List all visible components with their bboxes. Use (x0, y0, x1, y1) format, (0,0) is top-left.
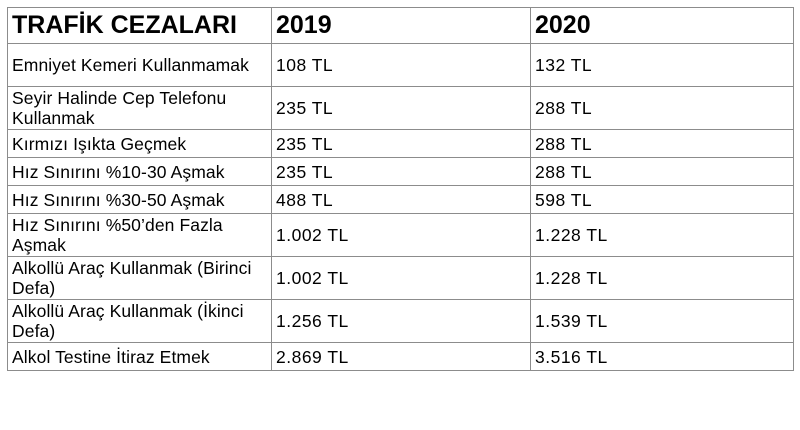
fine-2020: 1.228 TL (530, 213, 794, 257)
table-row: Kırmızı Işıkta Geçmek 235 TL 288 TL (7, 129, 794, 158)
fine-2020: 3.516 TL (530, 342, 794, 371)
fine-2020: 132 TL (530, 43, 794, 87)
fine-label: Emniyet Kemeri Kullanmamak (7, 43, 272, 87)
header-2019: 2019 (271, 7, 531, 44)
fine-label: Hız Sınırını %30-50 Aşmak (7, 185, 272, 214)
fine-2020: 288 TL (530, 129, 794, 158)
fine-2019: 488 TL (271, 185, 531, 214)
fine-2020: 598 TL (530, 185, 794, 214)
fine-label: Hız Sınırını %50’den Fazla Aşmak (7, 213, 272, 257)
table-row: Alkollü Araç Kullanmak (Birinci Defa) 1.… (7, 256, 794, 300)
fine-2019: 1.256 TL (271, 299, 531, 343)
fine-2019: 1.002 TL (271, 256, 531, 300)
fine-2019: 108 TL (271, 43, 531, 87)
fine-2020: 288 TL (530, 86, 794, 130)
fine-2019: 2.869 TL (271, 342, 531, 371)
table-row: Hız Sınırını %50’den Fazla Aşmak 1.002 T… (7, 213, 794, 257)
fine-2020: 1.539 TL (530, 299, 794, 343)
header-row: TRAFİK CEZALARI 2019 2020 (7, 7, 794, 44)
fine-label: Alkollü Araç Kullanmak (İkinci Defa) (7, 299, 272, 343)
fine-label: Alkollü Araç Kullanmak (Birinci Defa) (7, 256, 272, 300)
table-row: Alkol Testine İtiraz Etmek 2.869 TL 3.51… (7, 342, 794, 371)
fine-label: Seyir Halinde Cep Telefonu Kullanmak (7, 86, 272, 130)
fine-2019: 235 TL (271, 86, 531, 130)
table-row: Emniyet Kemeri Kullanmamak 108 TL 132 TL (7, 43, 794, 87)
fine-2019: 235 TL (271, 129, 531, 158)
table-row: Alkollü Araç Kullanmak (İkinci Defa) 1.2… (7, 299, 794, 343)
fine-2019: 1.002 TL (271, 213, 531, 257)
fine-label: Alkol Testine İtiraz Etmek (7, 342, 272, 371)
fine-2020: 288 TL (530, 157, 794, 186)
header-fines: TRAFİK CEZALARI (7, 7, 272, 44)
table-row: Hız Sınırını %30-50 Aşmak 488 TL 598 TL (7, 185, 794, 214)
header-2020: 2020 (530, 7, 794, 44)
fine-2019: 235 TL (271, 157, 531, 186)
table-row: Hız Sınırını %10-30 Aşmak 235 TL 288 TL (7, 157, 794, 186)
fine-label: Kırmızı Işıkta Geçmek (7, 129, 272, 158)
traffic-fines-table: TRAFİK CEZALARI 2019 2020 Emniyet Kemeri… (7, 7, 794, 371)
fine-label: Hız Sınırını %10-30 Aşmak (7, 157, 272, 186)
fine-2020: 1.228 TL (530, 256, 794, 300)
table-row: Seyir Halinde Cep Telefonu Kullanmak 235… (7, 86, 794, 130)
